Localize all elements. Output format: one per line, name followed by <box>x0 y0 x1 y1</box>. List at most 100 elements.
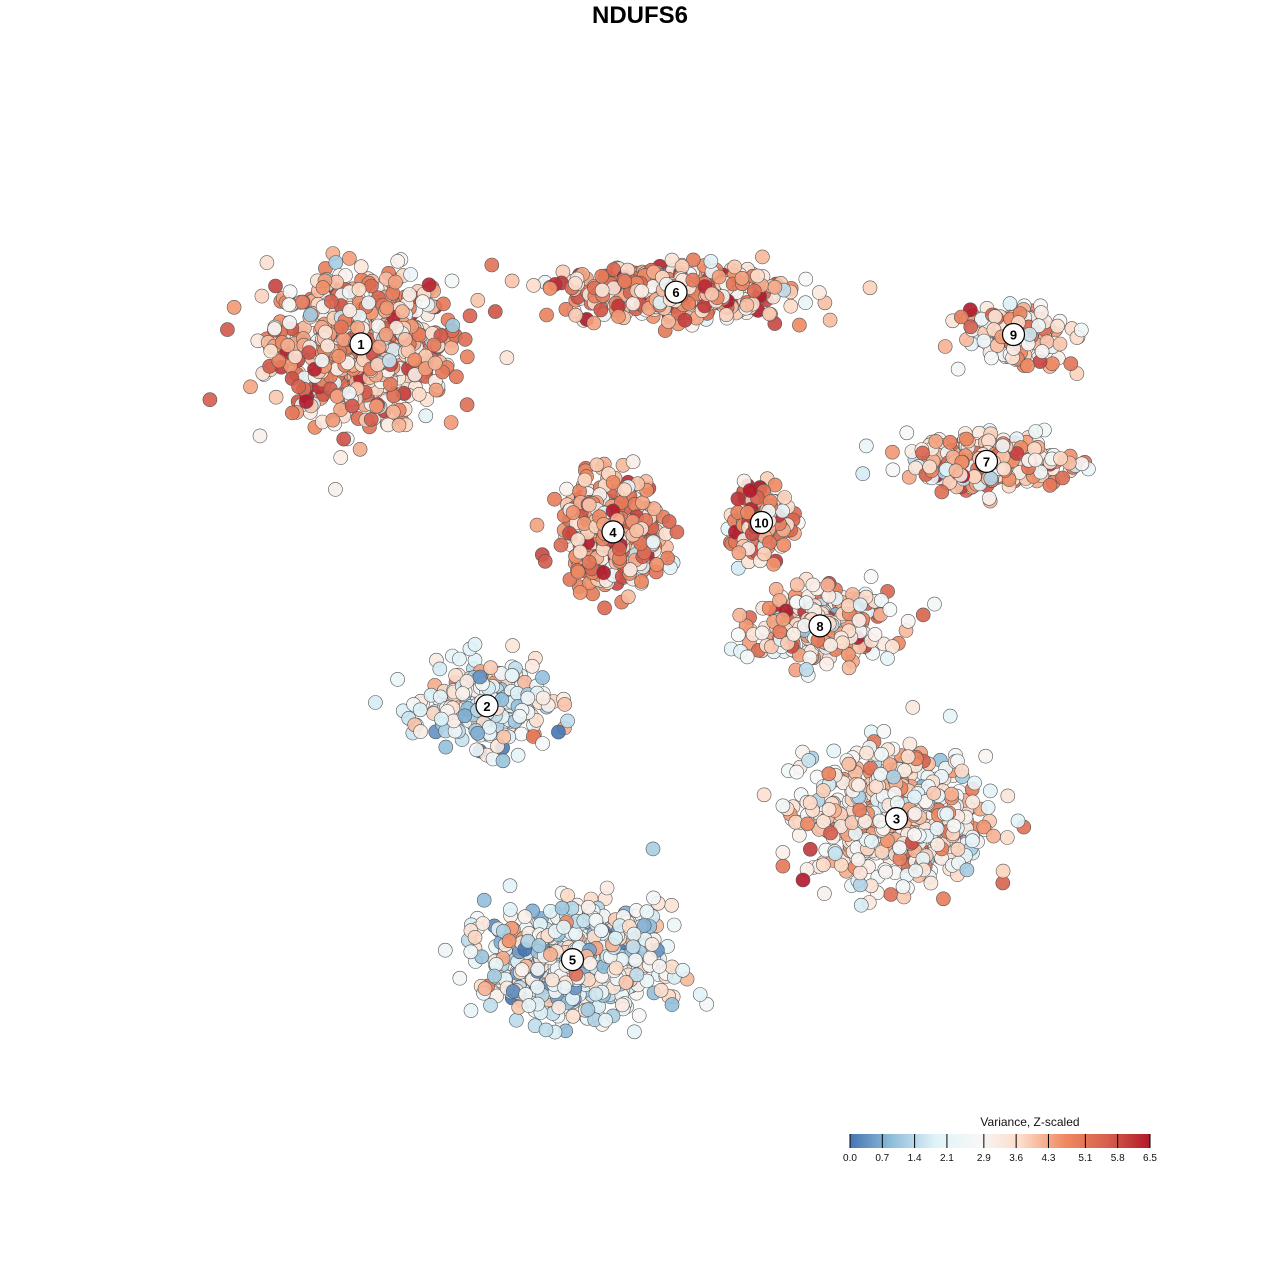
data-point <box>981 490 997 506</box>
data-point <box>685 272 701 288</box>
data-point <box>427 355 443 371</box>
data-point <box>704 286 720 302</box>
data-point <box>452 651 467 667</box>
data-point <box>323 294 339 309</box>
data-point <box>767 279 783 295</box>
data-point <box>403 267 418 282</box>
data-point <box>542 281 558 296</box>
data-point <box>639 904 655 920</box>
data-point <box>457 332 473 347</box>
data-point <box>295 294 310 310</box>
data-point <box>652 959 667 974</box>
data-point <box>482 719 497 735</box>
data-point <box>598 1012 613 1028</box>
data-point <box>263 343 279 359</box>
data-point <box>268 389 284 405</box>
data-point <box>572 585 588 600</box>
data-point <box>927 596 942 612</box>
data-point <box>823 637 838 653</box>
data-point <box>800 816 815 832</box>
data-point <box>444 273 460 289</box>
data-point <box>855 466 871 482</box>
data-point <box>649 557 665 572</box>
data-point <box>597 600 612 616</box>
data-point <box>942 708 958 724</box>
data-point <box>939 806 955 822</box>
data-point <box>557 980 572 995</box>
data-point <box>635 495 650 511</box>
data-point <box>407 352 423 368</box>
data-point <box>995 863 1011 879</box>
data-point <box>472 669 488 685</box>
data-point <box>795 872 811 888</box>
data-point <box>822 312 838 328</box>
data-point <box>692 987 708 1002</box>
data-point <box>459 349 475 365</box>
data-point <box>553 537 569 553</box>
data-point <box>629 523 645 539</box>
data-point <box>666 917 682 933</box>
data-point <box>625 296 641 312</box>
data-point <box>872 813 888 829</box>
legend-title: Variance, Z-scaled <box>980 1115 1080 1129</box>
data-point <box>661 314 676 329</box>
colorbar-gradient <box>850 1134 1150 1148</box>
data-point <box>732 607 748 623</box>
data-point <box>560 888 575 903</box>
cluster-label-text: 2 <box>483 699 490 714</box>
data-point <box>1074 322 1089 338</box>
data-point <box>298 394 314 409</box>
data-point <box>413 724 428 739</box>
data-point <box>344 398 360 414</box>
data-point <box>551 724 566 740</box>
data-point <box>908 863 924 879</box>
data-point <box>608 960 624 976</box>
data-point <box>388 274 403 290</box>
data-point <box>341 385 357 401</box>
data-point <box>331 349 347 364</box>
data-point <box>459 397 475 413</box>
data-point <box>1034 344 1050 359</box>
data-point <box>798 271 814 287</box>
data-point <box>342 303 358 318</box>
data-point <box>364 278 379 294</box>
data-point <box>883 887 899 902</box>
data-point <box>593 923 609 938</box>
data-point <box>811 285 827 300</box>
data-point <box>411 386 427 402</box>
data-point <box>987 309 1003 324</box>
data-point <box>368 695 383 710</box>
data-point <box>1000 788 1016 804</box>
data-point <box>252 428 268 444</box>
data-point <box>483 660 498 676</box>
data-point <box>995 438 1011 454</box>
data-point <box>580 1002 596 1017</box>
data-point <box>524 658 540 674</box>
data-point <box>389 320 404 335</box>
data-point <box>978 748 994 764</box>
data-point <box>379 300 395 316</box>
colorbar: 0.0 0.7 1.4 2.1 2.9 3.6 4.3 5.1 5.8 6.5 <box>843 1134 1157 1164</box>
data-point <box>841 660 857 676</box>
cluster-label-10: 10 <box>749 510 774 535</box>
data-point <box>320 338 335 354</box>
data-point <box>863 569 879 584</box>
data-point <box>801 753 817 768</box>
data-point <box>617 274 633 289</box>
data-point <box>986 828 1001 844</box>
data-point <box>586 315 602 331</box>
data-point <box>325 412 341 428</box>
data-point <box>734 270 750 286</box>
data-point <box>521 998 537 1013</box>
cluster-label-6: 6 <box>664 280 688 304</box>
data-point <box>864 834 879 849</box>
data-point <box>484 257 500 273</box>
cluster-label-text: 8 <box>816 619 823 634</box>
data-point <box>557 697 573 712</box>
data-point <box>449 369 464 385</box>
data-point <box>455 686 471 701</box>
data-point <box>625 454 641 470</box>
data-point <box>531 938 547 953</box>
data-point <box>983 471 999 486</box>
data-point <box>1033 305 1049 320</box>
